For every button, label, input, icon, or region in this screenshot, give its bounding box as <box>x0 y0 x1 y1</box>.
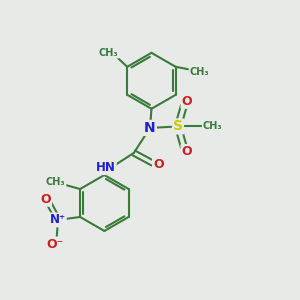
Text: O: O <box>182 145 192 158</box>
Text: CH₃: CH₃ <box>202 122 222 131</box>
Text: HN: HN <box>96 161 116 174</box>
Text: N⁺: N⁺ <box>50 213 66 226</box>
Text: CH₃: CH₃ <box>189 67 209 77</box>
Text: CH₃: CH₃ <box>46 177 65 187</box>
Text: S: S <box>173 119 183 134</box>
Text: O: O <box>153 158 164 171</box>
Text: CH₃: CH₃ <box>99 48 118 58</box>
Text: N: N <box>144 121 156 135</box>
Text: O⁻: O⁻ <box>46 238 64 250</box>
Text: O: O <box>40 193 51 206</box>
Text: O: O <box>182 95 192 108</box>
